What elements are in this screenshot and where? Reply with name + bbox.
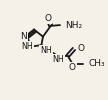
Text: NH₂: NH₂	[65, 21, 82, 30]
Text: O: O	[69, 63, 76, 72]
Text: NH: NH	[40, 46, 52, 55]
Text: CH₃: CH₃	[89, 59, 105, 68]
Text: N: N	[20, 32, 27, 41]
Text: O: O	[78, 44, 85, 54]
Text: NH: NH	[21, 42, 33, 51]
Text: O: O	[44, 14, 51, 23]
Text: NH: NH	[52, 55, 64, 64]
